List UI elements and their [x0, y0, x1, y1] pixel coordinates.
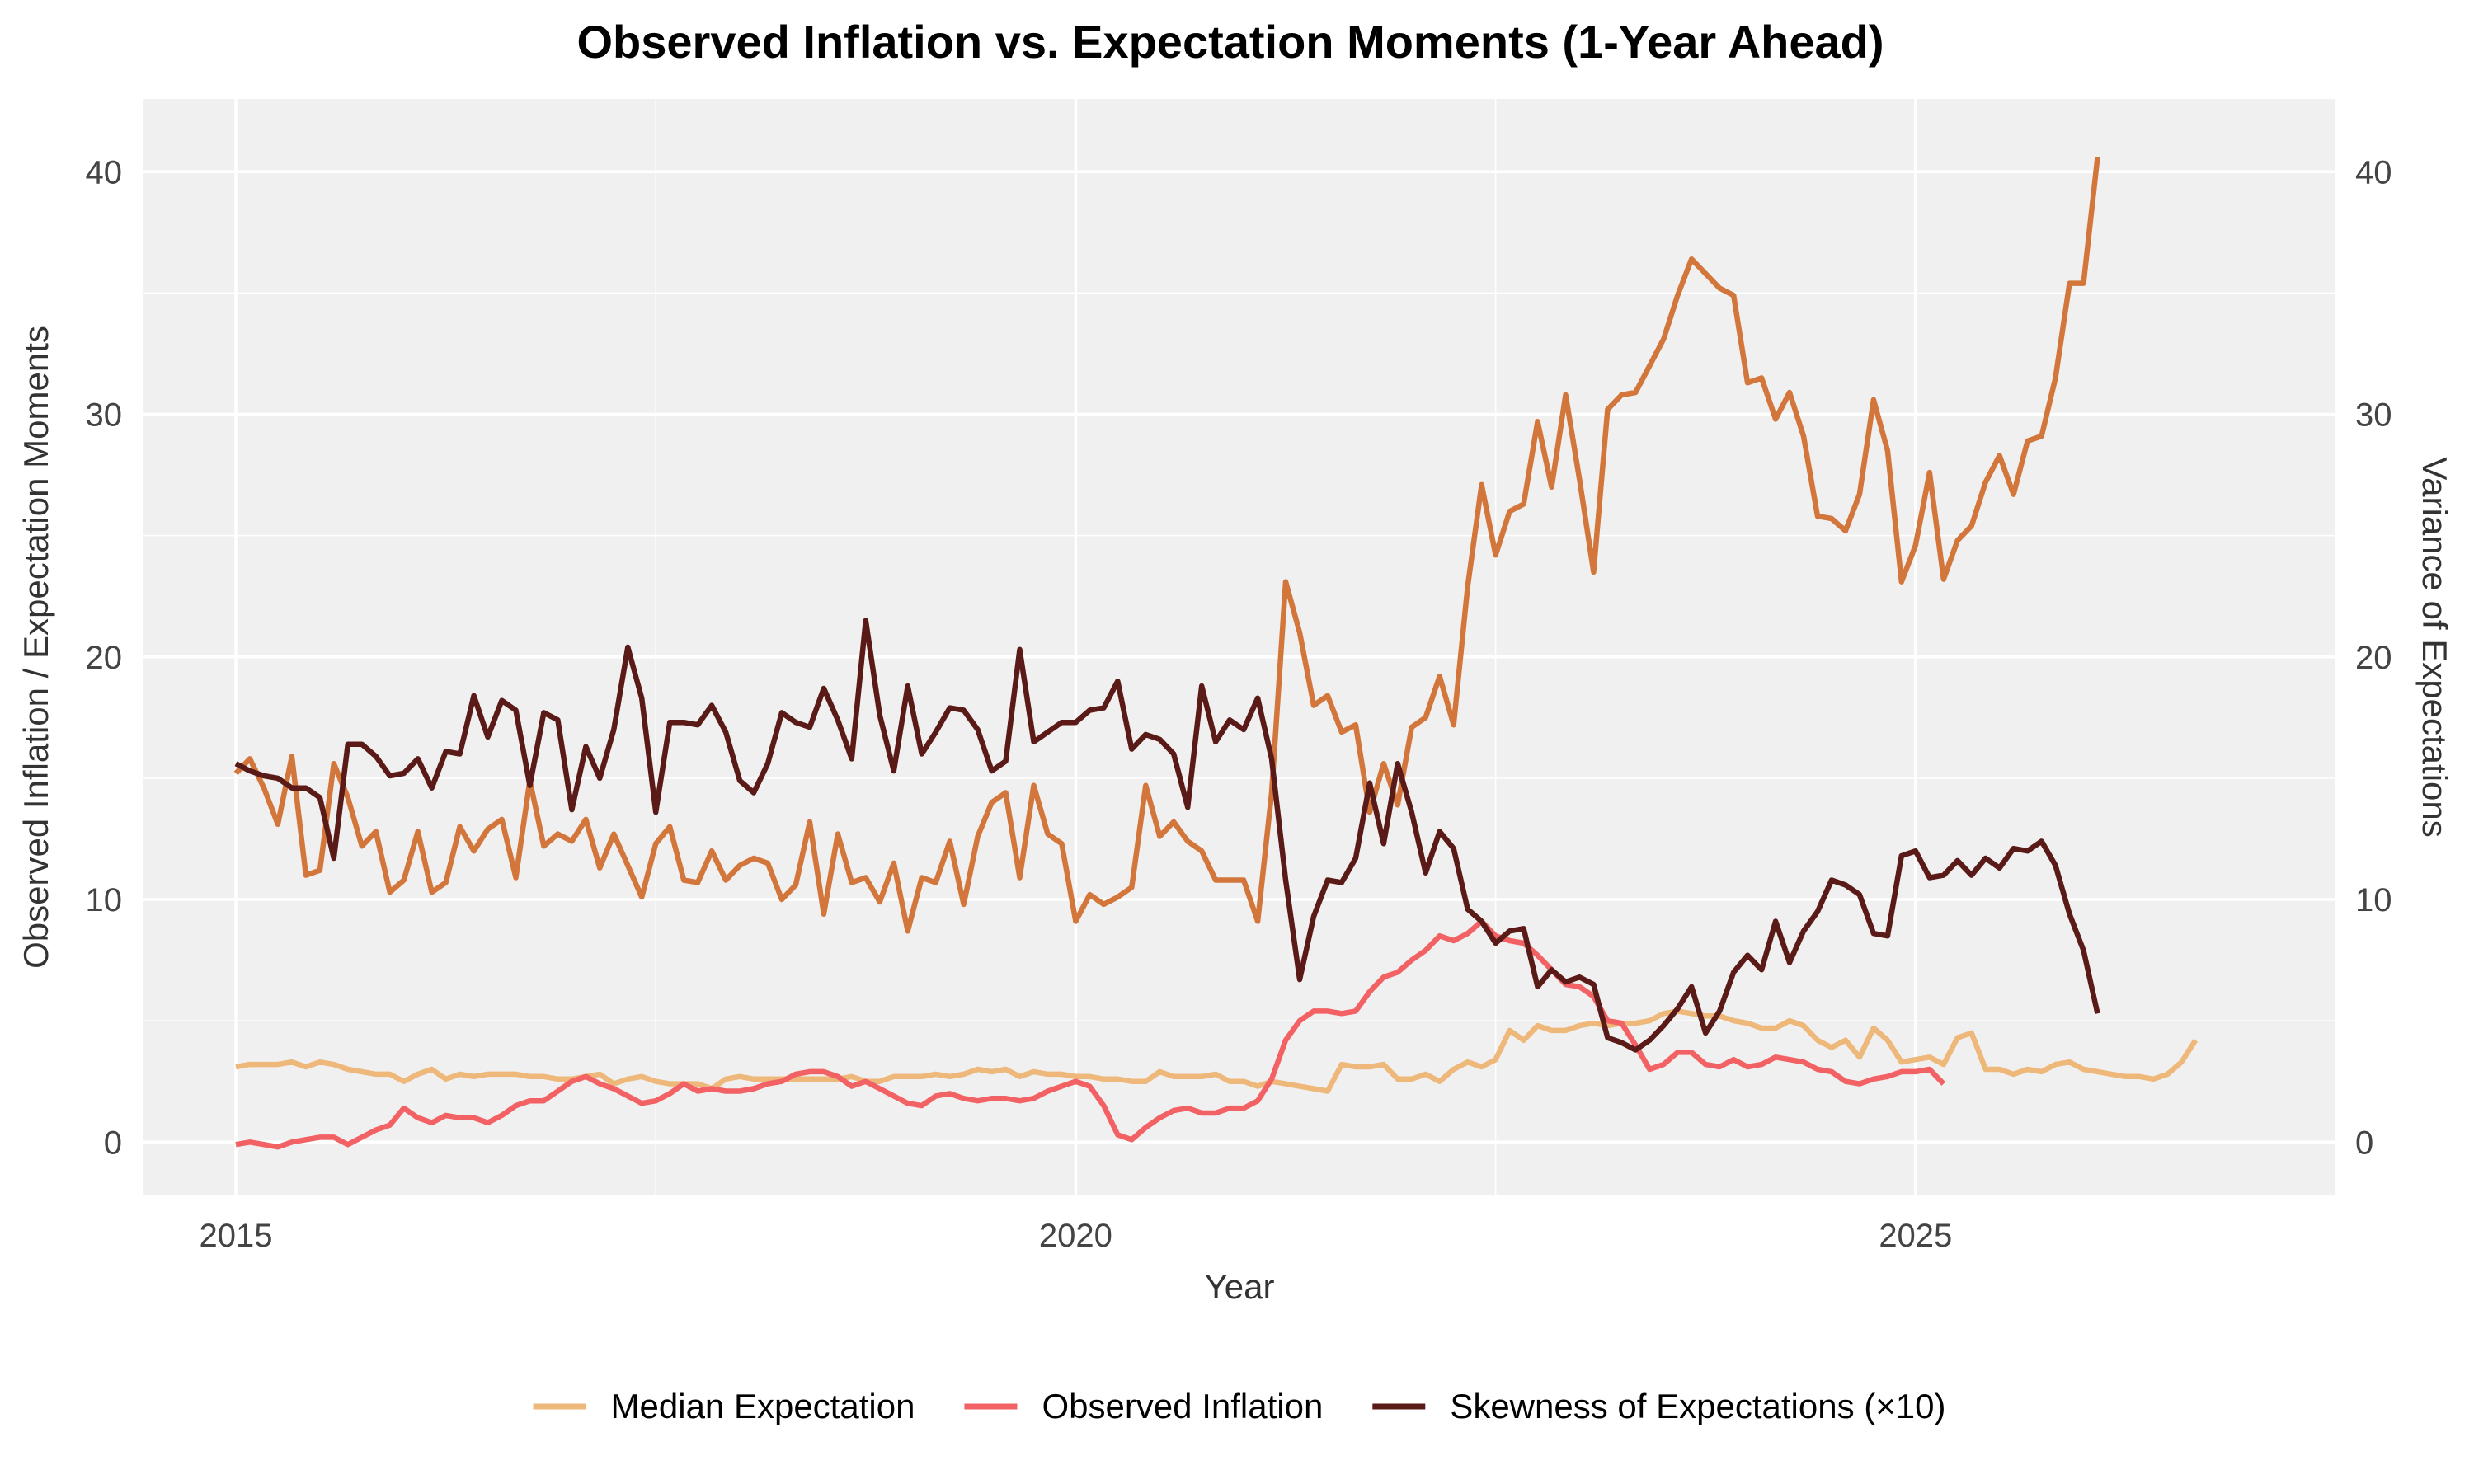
y-axis-title: Observed Inflation / Expectation Moments	[16, 326, 55, 969]
y-axis-title-right: Variance of Expectations	[2415, 457, 2454, 838]
legend: Median Expectation Observed Inflation Skew…	[533, 1387, 1945, 1425]
legend-label: Median Expectation	[611, 1387, 915, 1425]
legend-items: Median Expectation Observed Inflation Skew…	[533, 1387, 1945, 1425]
x-tick-label: 2015	[200, 1218, 273, 1254]
y-tick-label: 40	[86, 154, 123, 190]
y-tick-label-right: 40	[2355, 154, 2392, 190]
series-line-observed-inflation	[235, 918, 1946, 1150]
y-tick-label: 10	[86, 882, 123, 918]
grid-layer	[143, 99, 2335, 1195]
y-tick-label-right: 30	[2355, 397, 2392, 434]
chart-title: Observed Inflation vs. Expectation Momen…	[577, 16, 1884, 68]
y-tick-label-right: 10	[2355, 882, 2392, 918]
legend-label: Observed Inflation	[1042, 1387, 1323, 1425]
series-line-median-expectation	[235, 1008, 2199, 1094]
y-tick-label-right: 20	[2355, 640, 2392, 676]
y-tick-label: 0	[104, 1125, 122, 1161]
tick-layer: 0 10 20 30 40 0 10 20 30 40 2015 2020 2025	[86, 154, 2392, 1254]
plot-panel	[143, 99, 2335, 1195]
legend-label: Skewness of Expectations (×10)	[1450, 1387, 1945, 1425]
y-tick-label: 30	[86, 397, 123, 434]
x-axis-title: Year	[1205, 1267, 1275, 1306]
series-line-skewness-of-expectations-10	[234, 618, 2100, 1053]
y-tick-label-right: 0	[2355, 1125, 2373, 1161]
series-layer	[233, 157, 2199, 1150]
x-tick-label: 2025	[1879, 1218, 1952, 1254]
x-tick-label: 2020	[1039, 1218, 1112, 1254]
y-tick-label: 20	[86, 640, 123, 676]
series-line-variance	[233, 157, 2100, 934]
